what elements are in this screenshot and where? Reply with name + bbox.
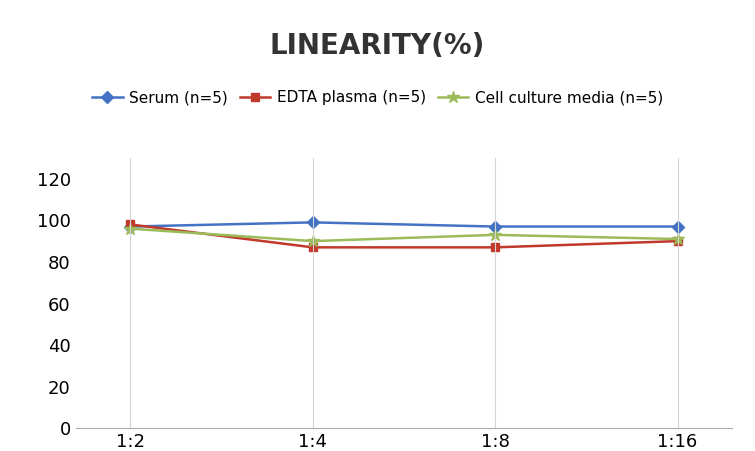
Cell culture media (n=5) — [491, 232, 500, 238]
Line: Cell culture media (n=5): Cell culture media (n=5) — [124, 222, 684, 247]
Serum (n=5) — [673, 224, 683, 229]
Line: EDTA plasma (n=5): EDTA plasma (n=5) — [126, 220, 682, 252]
EDTA plasma (n=5) — [125, 222, 135, 227]
Legend: Serum (n=5), EDTA plasma (n=5), Cell culture media (n=5): Serum (n=5), EDTA plasma (n=5), Cell cul… — [86, 84, 669, 111]
Serum (n=5) — [491, 224, 500, 229]
Cell culture media (n=5) — [308, 239, 317, 244]
Cell culture media (n=5) — [125, 226, 135, 231]
EDTA plasma (n=5) — [491, 244, 500, 250]
EDTA plasma (n=5) — [673, 239, 683, 244]
Cell culture media (n=5) — [673, 236, 683, 242]
Serum (n=5) — [308, 220, 317, 225]
Line: Serum (n=5): Serum (n=5) — [126, 218, 682, 231]
Serum (n=5) — [125, 224, 135, 229]
EDTA plasma (n=5) — [308, 244, 317, 250]
Text: LINEARITY(%): LINEARITY(%) — [270, 32, 485, 60]
